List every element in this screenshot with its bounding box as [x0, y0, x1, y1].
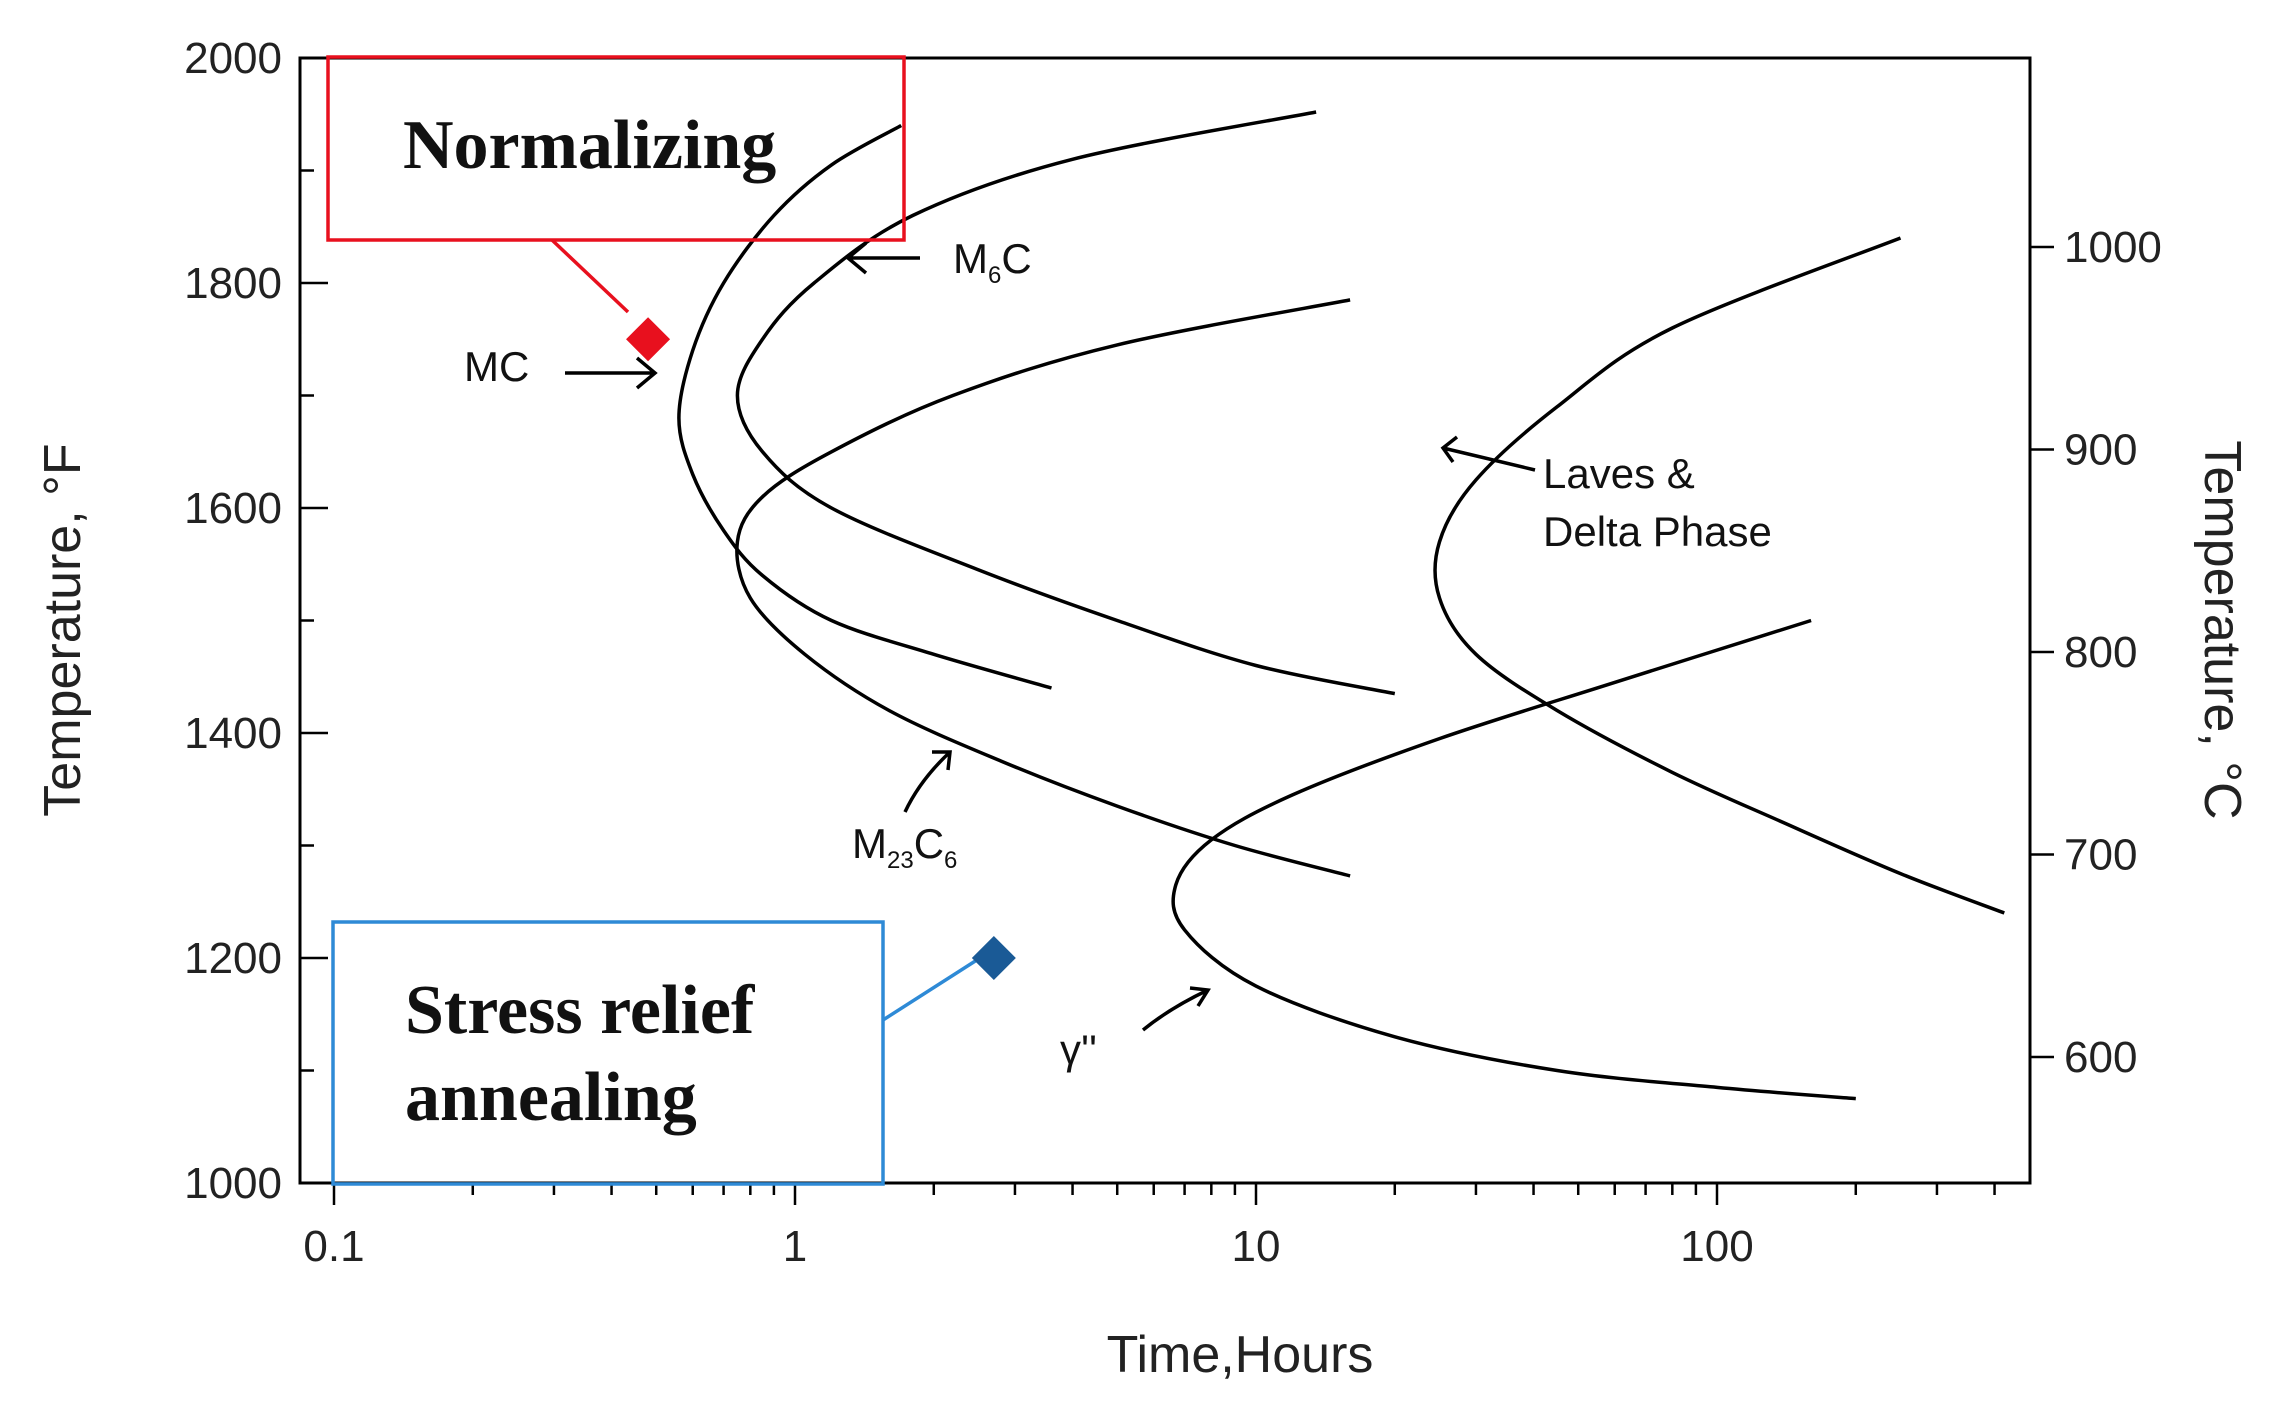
- y2-tick-label: 700: [2064, 831, 2137, 880]
- y2-tick-label: 1000: [2064, 223, 2162, 272]
- m6c-label: M6C: [953, 235, 1032, 289]
- stress-relief-box-line1: Stress relief: [405, 972, 755, 1049]
- x-tick-label: 100: [1680, 1222, 1753, 1271]
- stress-relief-box: [331, 920, 885, 1186]
- mc-label: MC: [464, 343, 529, 390]
- y-axis-title: Temperature, °F: [34, 443, 92, 816]
- curve-laves-delta-phase: [1433, 236, 2005, 915]
- x-tick-label: 10: [1232, 1222, 1281, 1271]
- laves-label-line2: Delta Phase: [1543, 508, 1772, 555]
- m23c6-arrow: [903, 750, 952, 813]
- normalizing-box: [326, 55, 906, 242]
- y-tick-label: 2000: [184, 34, 282, 83]
- laves-arrow: [1440, 435, 1536, 472]
- x-axis-title: Time,Hours: [1107, 1326, 1374, 1384]
- stress-relief-leader: [882, 956, 981, 1022]
- x-tick-label: 0.1: [303, 1222, 364, 1271]
- curve-m6c: [735, 110, 1396, 696]
- y-tick-label: 1400: [184, 709, 282, 758]
- normalizing-leader: [550, 238, 630, 314]
- stress-relief-callout: Stress relief annealing: [331, 920, 981, 1186]
- y-tick-label: 1600: [184, 484, 282, 533]
- x-tick-label: 1: [783, 1222, 807, 1271]
- mc-arrow: [565, 356, 658, 390]
- y-axis-right: 600 700 800 900 1000: [2030, 223, 2162, 1082]
- y-tick-label: 1200: [184, 934, 282, 983]
- m23c6-label: M23C6: [852, 820, 957, 874]
- curve-mc: [677, 123, 1052, 690]
- y2-tick-label: 800: [2064, 628, 2137, 677]
- marker-stress-relief-annealing: [971, 936, 1016, 980]
- y2-axis-title: Temperature, °C: [2193, 440, 2251, 819]
- y2-tick-label: 600: [2064, 1033, 2137, 1082]
- m6c-arrow: [845, 241, 920, 275]
- y2-tick-label: 900: [2064, 426, 2137, 475]
- stress-relief-box-line2: annealing: [405, 1059, 697, 1136]
- phase-curves: [677, 110, 2005, 1101]
- y-tick-label: 1800: [184, 259, 282, 308]
- gamma-label: γ'': [1060, 1026, 1097, 1073]
- y-tick-label: 1000: [184, 1159, 282, 1208]
- condition-markers: [626, 317, 1016, 980]
- annotation-arrows: [565, 241, 1536, 1032]
- laves-label-line1: Laves &: [1543, 450, 1695, 497]
- curve-gamma: [1171, 618, 1856, 1101]
- curve-m23c6: [735, 298, 1351, 878]
- y-axis-left: 1000 1200 1400 1600 1800 2000: [184, 34, 328, 1208]
- normalizing-box-label: Normalizing: [403, 107, 776, 184]
- normalizing-callout: Normalizing: [326, 55, 906, 314]
- gamma-arrow: [1141, 986, 1211, 1032]
- marker-normalizing: [626, 317, 671, 362]
- x-axis: 0.1 1 10 100: [300, 1181, 2030, 1271]
